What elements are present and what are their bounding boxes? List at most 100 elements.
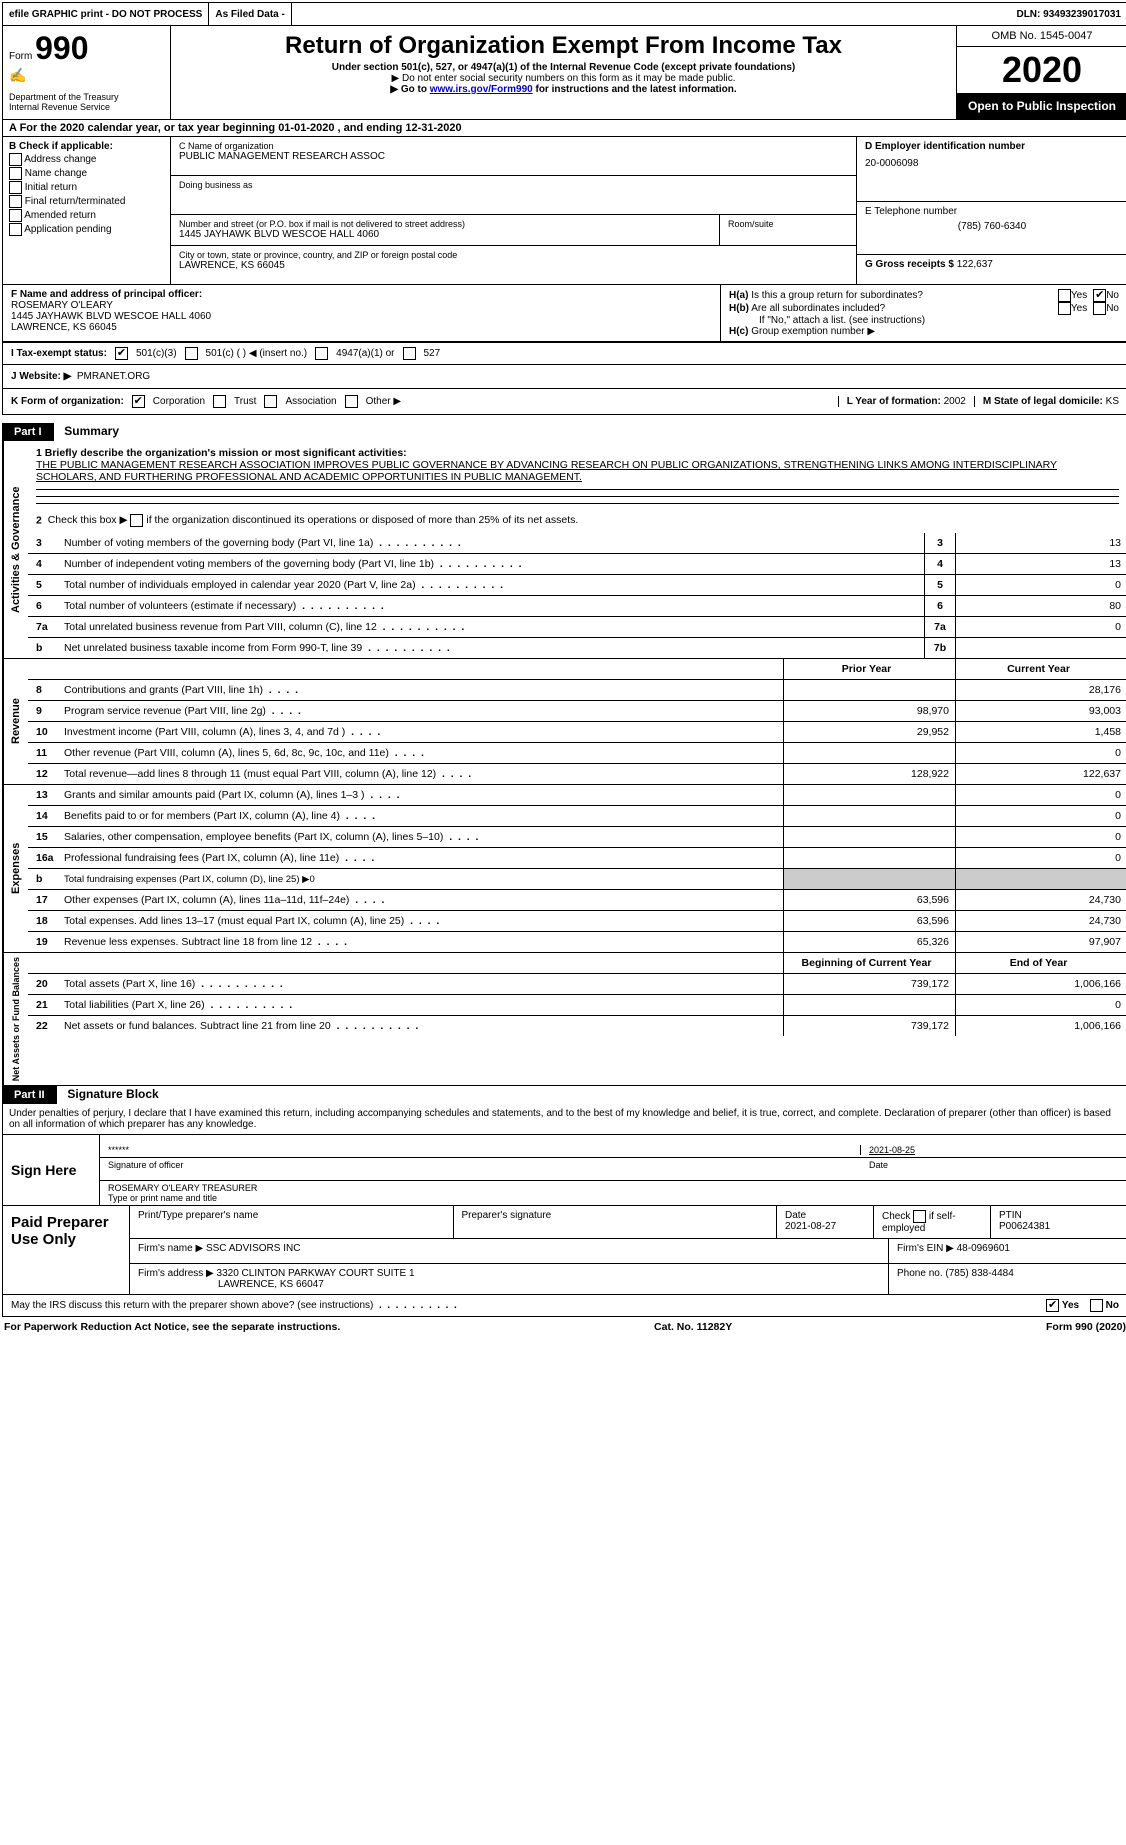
form-header: Form 990 ✍ Department of the Treasury In…	[2, 26, 1126, 120]
part-i-header: Part I	[2, 423, 54, 441]
line-3: 3Number of voting members of the governi…	[28, 533, 1126, 554]
form-prefix: Form	[9, 51, 32, 62]
dln-label: DLN: 93493239017031	[1010, 3, 1126, 25]
section-c: C Name of organization PUBLIC MANAGEMENT…	[171, 137, 856, 284]
may-irs-row: May the IRS discuss this return with the…	[3, 1295, 1126, 1316]
section-deg: D Employer identification number 20-0006…	[856, 137, 1126, 284]
vlabel-revenue: Revenue	[3, 659, 28, 784]
assoc-checkbox[interactable]	[264, 395, 277, 408]
line-7a: 7aTotal unrelated business revenue from …	[28, 617, 1126, 638]
line-4: 4Number of independent voting members of…	[28, 554, 1126, 575]
mission-text: THE PUBLIC MANAGEMENT RESEARCH ASSOCIATI…	[36, 459, 1057, 483]
header-right: OMB No. 1545-0047 2020 Open to Public In…	[956, 26, 1126, 119]
state-domicile: KS	[1106, 396, 1119, 407]
self-employed-checkbox[interactable]	[913, 1210, 926, 1223]
section-fh: F Name and address of principal officer:…	[2, 285, 1126, 343]
form-id-box: Form 990 ✍ Department of the Treasury In…	[3, 26, 171, 119]
line-22: 22Net assets or fund balances. Subtract …	[28, 1016, 1126, 1036]
ha-no-checkbox[interactable]	[1093, 289, 1106, 302]
form-subtitle: Under section 501(c), 527, or 4947(a)(1)…	[175, 62, 952, 73]
gross-receipts-value: 122,637	[957, 259, 993, 270]
ein-value: 20-0006098	[865, 152, 1119, 169]
line-14: 14Benefits paid to or for members (Part …	[28, 806, 1126, 827]
street-address: 1445 JAYHAWK BLVD WESCOE HALL 4060	[179, 229, 711, 240]
501c3-checkbox[interactable]	[115, 347, 128, 360]
phone-value: (785) 760-6340	[865, 217, 1119, 232]
year-formation: 2002	[944, 396, 966, 407]
checkbox-address-change[interactable]: Address change	[9, 153, 164, 166]
form-number: 990	[35, 30, 88, 66]
line-21: 21Total liabilities (Part X, line 26)0	[28, 995, 1126, 1016]
section-b: B Check if applicable: Address change Na…	[3, 137, 171, 284]
ein-box: D Employer identification number 20-0006…	[857, 137, 1126, 202]
line-10: 10Investment income (Part VIII, column (…	[28, 722, 1126, 743]
line-20: 20Total assets (Part X, line 16)739,1721…	[28, 974, 1126, 995]
line-12: 12Total revenue—add lines 8 through 11 (…	[28, 764, 1126, 784]
ha-yes-checkbox[interactable]	[1058, 289, 1071, 302]
501c-checkbox[interactable]	[185, 347, 198, 360]
checkbox-name-change[interactable]: Name change	[9, 167, 164, 180]
part-i: Part I Summary	[2, 423, 1126, 441]
part-ii: Part II Signature Block	[2, 1086, 1126, 1104]
top-bar: efile GRAPHIC print - DO NOT PROCESS As …	[2, 2, 1126, 26]
row-klm: K Form of organization: Corporation Trus…	[2, 389, 1126, 415]
irs-yes-checkbox[interactable]	[1046, 1299, 1059, 1312]
line-18: 18Total expenses. Add lines 13–17 (must …	[28, 911, 1126, 932]
header-center: Return of Organization Exempt From Incom…	[171, 26, 956, 119]
trust-checkbox[interactable]	[213, 395, 226, 408]
note-ssn: ▶ Do not enter social security numbers o…	[175, 73, 952, 84]
hb-no-checkbox[interactable]	[1093, 302, 1106, 315]
checkbox-application-pending[interactable]: Application pending	[9, 223, 164, 236]
dept-label: Department of the Treasury Internal Reve…	[9, 84, 164, 112]
4947-checkbox[interactable]	[315, 347, 328, 360]
officer-name: ROSEMARY O'LEARY TREASURER	[108, 1183, 257, 1193]
firm-ein: 48-0969601	[957, 1243, 1010, 1254]
org-info-grid: B Check if applicable: Address change Na…	[2, 137, 1126, 285]
efile-label: efile GRAPHIC print - DO NOT PROCESS	[3, 3, 209, 25]
row-a-tax-year: A For the 2020 calendar year, or tax yea…	[2, 120, 1126, 137]
omb-number: OMB No. 1545-0047	[957, 26, 1126, 47]
city-box: City or town, state or province, country…	[171, 246, 856, 284]
note-link: ▶ Go to www.irs.gov/Form990 for instruct…	[175, 84, 952, 95]
phone-box: E Telephone number (785) 760-6340	[857, 202, 1126, 255]
line-b: bTotal fundraising expenses (Part IX, co…	[28, 869, 1126, 890]
ptin-value: P00624381	[999, 1221, 1119, 1232]
perjury-declaration: Under penalties of perjury, I declare th…	[3, 1104, 1126, 1135]
website-value: PMRANET.ORG	[77, 371, 150, 382]
address-box: Number and street (or P.O. box if mail i…	[171, 215, 856, 246]
irs-link[interactable]: www.irs.gov/Form990	[430, 84, 533, 95]
line-5: 5Total number of individuals employed in…	[28, 575, 1126, 596]
line-16a: 16aProfessional fundraising fees (Part I…	[28, 848, 1126, 869]
line-17: 17Other expenses (Part IX, column (A), l…	[28, 890, 1126, 911]
checkbox-final-return-terminated[interactable]: Final return/terminated	[9, 195, 164, 208]
signature-block: Under penalties of perjury, I declare th…	[2, 1104, 1126, 1317]
checkbox-amended-return[interactable]: Amended return	[9, 209, 164, 222]
preparer-date: 2021-08-27	[785, 1221, 865, 1232]
part-ii-header: Part II	[2, 1086, 57, 1104]
irs-no-checkbox[interactable]	[1090, 1299, 1103, 1312]
row-j: J Website: ▶ PMRANET.ORG	[2, 365, 1126, 389]
q2-checkbox[interactable]	[130, 514, 143, 527]
line-9: 9Program service revenue (Part VIII, lin…	[28, 701, 1126, 722]
tax-year: 2020	[957, 47, 1126, 93]
org-name: PUBLIC MANAGEMENT RESEARCH ASSOC	[179, 151, 848, 162]
firm-address: 3320 CLINTON PARKWAY COURT SUITE 1	[217, 1268, 415, 1279]
city-state-zip: LAWRENCE, KS 66045	[179, 260, 848, 271]
corp-checkbox[interactable]	[132, 395, 145, 408]
vlabel-expenses: Expenses	[3, 785, 28, 952]
open-public-badge: Open to Public Inspection	[957, 93, 1126, 119]
line-6: 6Total number of volunteers (estimate if…	[28, 596, 1126, 617]
firm-name: SSC ADVISORS INC	[206, 1243, 300, 1254]
gross-receipts-box: G Gross receipts $ 122,637	[857, 255, 1126, 274]
vlabel-netassets: Net Assets or Fund Balances	[3, 953, 28, 1085]
other-checkbox[interactable]	[345, 395, 358, 408]
dba-box: Doing business as	[171, 176, 856, 215]
line-13: 13Grants and similar amounts paid (Part …	[28, 785, 1126, 806]
sign-here-label: Sign Here	[3, 1135, 100, 1205]
checkbox-initial-return[interactable]: Initial return	[9, 181, 164, 194]
527-checkbox[interactable]	[403, 347, 416, 360]
firm-phone: (785) 838-4484	[945, 1268, 1013, 1279]
hb-yes-checkbox[interactable]	[1058, 302, 1071, 315]
page-footer: For Paperwork Reduction Act Notice, see …	[2, 1317, 1126, 1337]
asfiled-label: As Filed Data -	[209, 3, 291, 25]
